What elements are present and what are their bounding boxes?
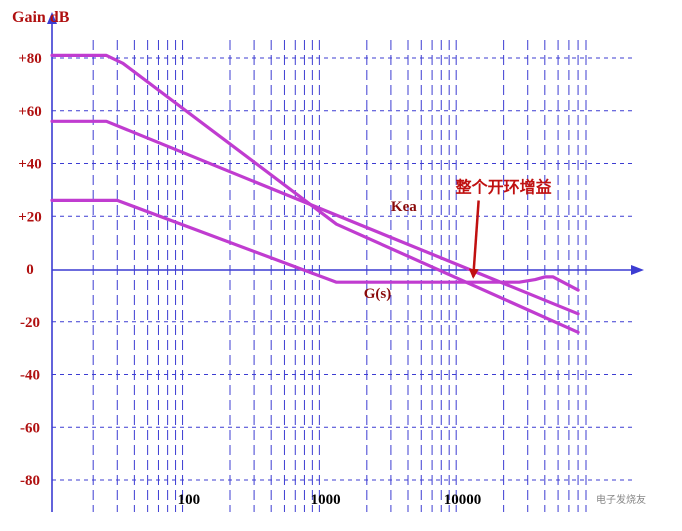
annotations: Kea G(s) 整个开环增益 xyxy=(364,178,552,303)
axes xyxy=(47,12,644,512)
y-tick-label: -60 xyxy=(20,420,40,436)
x-axis-arrowhead xyxy=(631,265,644,275)
y-axis-arrowhead xyxy=(47,12,57,24)
x-tick-label: 1000 xyxy=(311,492,341,508)
curve-label: G(s) xyxy=(364,286,392,302)
y-tick-label: -80 xyxy=(20,473,40,489)
series-line xyxy=(50,53,580,334)
x-tick-labels: 100 1000 10000 xyxy=(178,492,482,508)
curve-label: Kea xyxy=(391,199,417,215)
x-tick-label: 100 xyxy=(178,492,201,508)
y-axis-title: Gain dB xyxy=(12,9,70,26)
grid xyxy=(52,40,636,512)
y-tick-label: -20 xyxy=(20,315,40,331)
y-tick-labels: +80 +60 +40 +20 0 -20 -40 -60 -80 xyxy=(18,51,42,489)
series-line xyxy=(50,119,580,316)
series-line xyxy=(50,198,580,292)
watermark: 电子发烧友 xyxy=(596,493,646,506)
annotation-arrow xyxy=(468,200,480,279)
y-tick-label: +80 xyxy=(18,51,42,67)
series xyxy=(50,53,580,334)
y-tick-label: +20 xyxy=(18,209,42,225)
y-tick-label: -40 xyxy=(20,368,40,384)
y-tick-label: +60 xyxy=(18,104,42,120)
annotation-text: 整个开环增益 xyxy=(455,178,552,197)
y-tick-label: 0 xyxy=(26,262,34,278)
y-tick-label: +40 xyxy=(18,157,42,173)
x-tick-label: 10000 xyxy=(444,492,482,508)
